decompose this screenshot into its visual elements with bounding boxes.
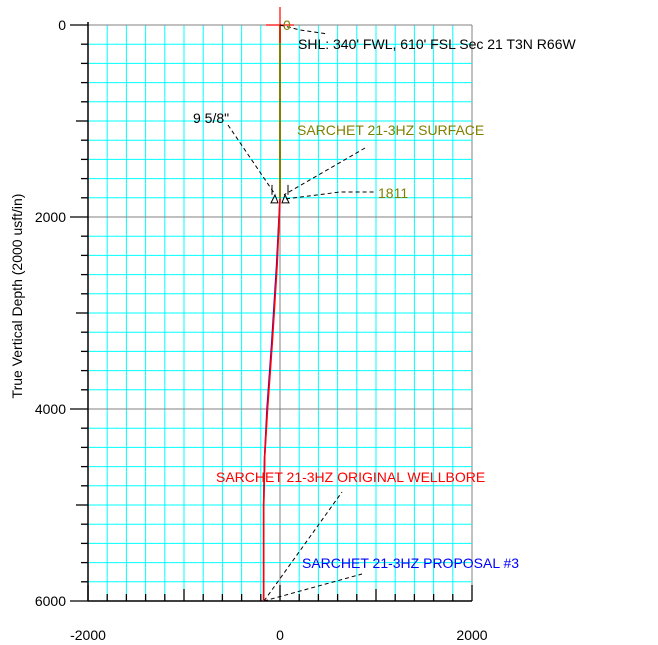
original-wellbore-line [262,198,281,601]
annotation-surface: SARCHET 21-3HZ SURFACE [297,122,484,138]
y-tick-label: 2000 [35,209,66,225]
original-leader [263,491,343,602]
x-tick-label: 0 [276,627,284,643]
annotation-casing: 9 5/8" [193,110,229,126]
y-axis-label: True Vertical Depth (2000 usft/in) [9,194,25,399]
annotation-original: SARCHET 21-3HZ ORIGINAL WELLBORE [216,469,485,485]
annotation-proposal: SARCHET 21-3HZ PROPOSAL #3 [302,555,519,571]
proposal-leader [263,573,363,602]
annotation-shl: SHL: 340' FWL, 610' FSL Sec 21 T3N R66W [298,36,576,52]
series-lines [262,25,281,601]
depth-leader [285,191,376,200]
grid [87,24,473,602]
axes: 0 2000 4000 6000 -2000 0 2000 True Vertical Dep… [9,17,488,643]
y-tick-label: 6000 [35,593,66,609]
annotations: 0 SHL: 340' FWL, 610' FSL Sec 21 T3N R66W… [193,17,576,602]
x-tick-label: 2000 [456,627,487,643]
annotation-depth: 1811 [378,185,408,201]
y-tick-label: 4000 [35,401,66,417]
surface-leader [283,147,366,196]
y-tick-label: 0 [58,17,66,33]
x-tick-label: -2000 [70,627,106,643]
annotation-zero: 0 [283,17,291,33]
casing-shoe-left-icon [270,193,279,204]
